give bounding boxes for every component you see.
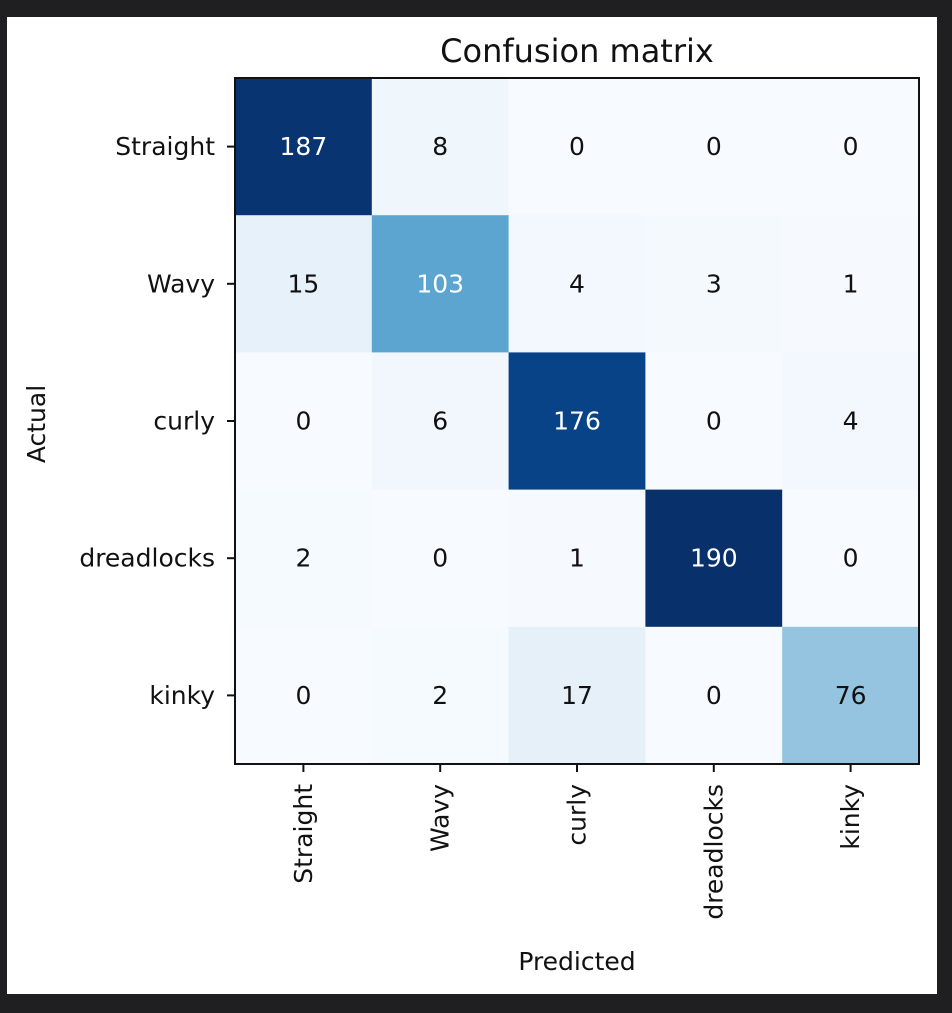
heatmap-cells: 187 8 0 0 0 15 103 4 3 1 0 6 176 0 4 2 0 1 190 0 0 2 17 0 76 bbox=[235, 78, 920, 765]
heatmap-cell-0-0 bbox=[235, 78, 373, 216]
cell-value-label-1-0: 15 bbox=[287, 269, 319, 298]
y-tick-label-1: Wavy bbox=[147, 269, 215, 298]
cell-value-label-3-4: 0 bbox=[843, 544, 859, 573]
heatmap-cell-1-2 bbox=[508, 215, 646, 353]
chart-title: Confusion matrix bbox=[440, 32, 714, 70]
cell-value-label-2-3: 0 bbox=[706, 407, 722, 436]
cell-value-label-0-1: 8 bbox=[432, 132, 448, 161]
y-axis-label: Actual bbox=[22, 385, 51, 463]
cell-value-label-4-0: 0 bbox=[295, 681, 311, 710]
cell-value-label-4-3: 0 bbox=[706, 681, 722, 710]
heatmap-cell-3-1 bbox=[371, 489, 510, 628]
cell-value-label-4-2: 17 bbox=[561, 681, 593, 710]
x-tick-label-1: Wavy bbox=[426, 784, 455, 852]
heatmap-cell-1-3 bbox=[645, 215, 783, 353]
y-tick-label-2: curly bbox=[153, 407, 215, 436]
x-axis-ticks: Straight Wavy curly dreadlocks kinky bbox=[289, 764, 865, 920]
heatmap-cell-2-2 bbox=[508, 352, 646, 491]
cell-value-label-2-4: 4 bbox=[843, 407, 859, 436]
cell-value-label-1-1: 103 bbox=[416, 269, 464, 298]
cell-value-label-4-1: 2 bbox=[432, 681, 448, 710]
y-tick-label-3: dreadlocks bbox=[79, 544, 215, 573]
heatmap-cell-1-0 bbox=[235, 215, 373, 353]
heatmap-cell-2-0 bbox=[235, 352, 373, 491]
heatmap-cell-0-1 bbox=[371, 78, 510, 216]
heatmap-cell-2-3 bbox=[645, 352, 783, 491]
heatmap-cell-3-4 bbox=[782, 489, 920, 628]
x-tick-label-4: kinky bbox=[836, 784, 865, 850]
heatmap-cell-2-4 bbox=[782, 352, 920, 491]
heatmap-cell-0-4 bbox=[782, 78, 920, 216]
heatmap-cell-0-2 bbox=[508, 78, 646, 216]
cell-value-label-1-2: 4 bbox=[569, 269, 585, 298]
cell-value-label-3-3: 190 bbox=[690, 544, 738, 573]
heatmap-cell-1-1 bbox=[371, 215, 510, 353]
cell-value-label-0-4: 0 bbox=[843, 132, 859, 161]
cell-value-label-2-1: 6 bbox=[432, 407, 448, 436]
cell-value-label-1-4: 1 bbox=[843, 269, 859, 298]
heatmap-cell-2-1 bbox=[371, 352, 510, 491]
heatmap-cell-4-1 bbox=[371, 626, 510, 765]
cell-value-label-3-1: 0 bbox=[432, 544, 448, 573]
y-tick-label-0: Straight bbox=[115, 132, 215, 161]
cell-value-label-3-2: 1 bbox=[569, 544, 585, 573]
heatmap-cell-3-0 bbox=[235, 489, 373, 628]
heatmap-cell-3-3 bbox=[645, 489, 783, 628]
x-tick-label-0: Straight bbox=[289, 784, 318, 884]
cell-value-label-3-0: 2 bbox=[295, 544, 311, 573]
cell-value-label-4-4: 76 bbox=[835, 681, 867, 710]
cell-value-label-2-2: 176 bbox=[553, 407, 601, 436]
cell-value-label-0-2: 0 bbox=[569, 132, 585, 161]
heatmap-cell-4-3 bbox=[645, 626, 783, 765]
cell-value-label-0-0: 187 bbox=[280, 132, 328, 161]
cell-value-label-0-3: 0 bbox=[706, 132, 722, 161]
heatmap-cell-4-0 bbox=[235, 626, 373, 765]
x-tick-label-3: dreadlocks bbox=[699, 784, 728, 920]
x-axis-label: Predicted bbox=[518, 947, 635, 976]
heatmap-cell-3-2 bbox=[508, 489, 646, 628]
y-axis-ticks: Straight Wavy curly dreadlocks kinky bbox=[79, 132, 235, 710]
cell-value-label-1-3: 3 bbox=[706, 269, 722, 298]
heatmap-cell-4-2 bbox=[508, 626, 646, 765]
heatmap-cell-0-3 bbox=[645, 78, 783, 216]
cell-value-label-2-0: 0 bbox=[295, 407, 311, 436]
x-tick-label-2: curly bbox=[563, 784, 592, 846]
y-tick-label-4: kinky bbox=[149, 681, 215, 710]
heatmap-cell-1-4 bbox=[782, 215, 920, 353]
heatmap-cell-4-4 bbox=[782, 626, 920, 765]
